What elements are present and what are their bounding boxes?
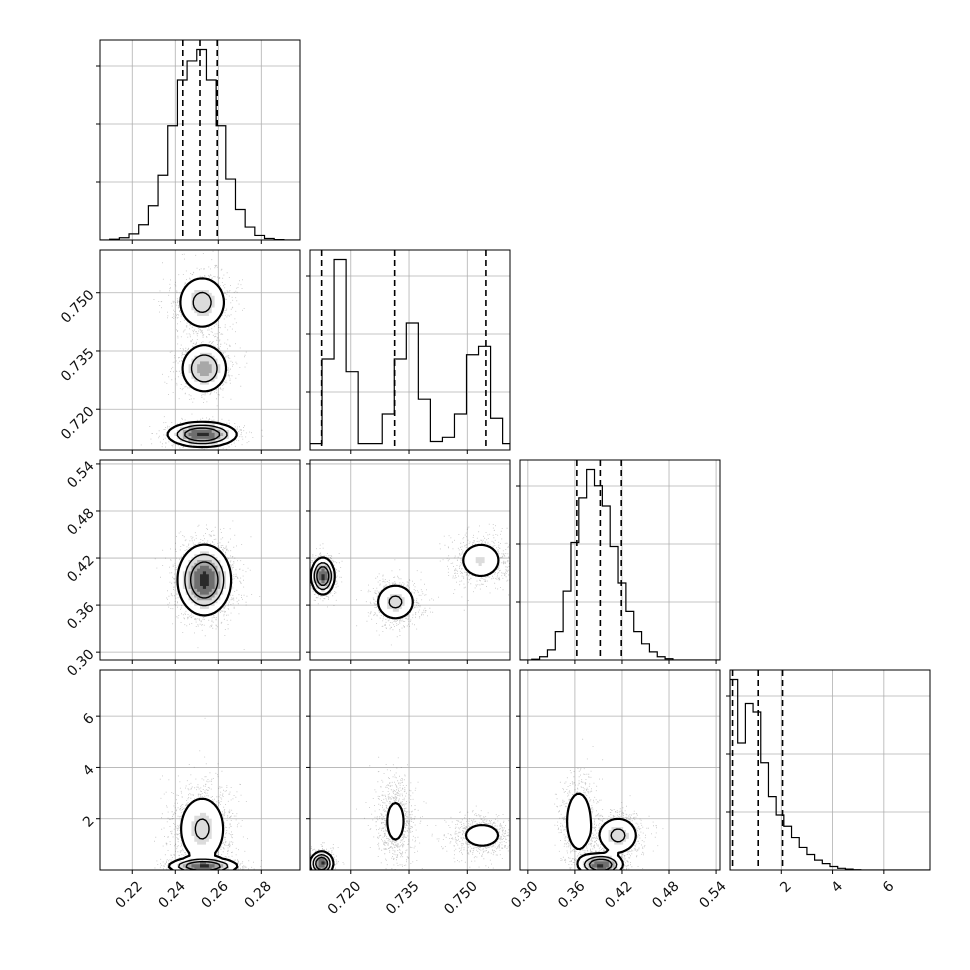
panel-frame bbox=[519, 459, 721, 661]
joint-panel-p1-p4 bbox=[96, 669, 301, 874]
histogram-step-p1 bbox=[100, 48, 300, 240]
panel-frame bbox=[309, 249, 511, 451]
histogram-step-p4 bbox=[730, 678, 930, 870]
joint-panel-p2-p4 bbox=[306, 669, 511, 874]
joint-content bbox=[554, 738, 664, 870]
x-tick-label-p4: 6 bbox=[880, 878, 898, 896]
sample-points bbox=[310, 756, 510, 870]
x-tick-label-p4: 4 bbox=[829, 878, 847, 896]
y-tick-label-p3: 0.42 bbox=[64, 552, 97, 585]
x-tick-label-p2: 0.720 bbox=[325, 878, 365, 918]
contour-line bbox=[184, 427, 221, 442]
y-tick-label-p2: 0.720 bbox=[58, 404, 98, 444]
panel-frame bbox=[309, 459, 511, 661]
y-tick-label-p4: 2 bbox=[80, 813, 98, 831]
contour-line bbox=[316, 566, 330, 586]
x-tick-label-p3: 0.54 bbox=[696, 878, 729, 911]
panel-frame bbox=[99, 459, 301, 661]
contour-line bbox=[310, 801, 500, 870]
contour-line bbox=[177, 818, 229, 870]
x-tick-label-p1: 0.28 bbox=[242, 878, 275, 911]
sample-points bbox=[310, 523, 510, 646]
x-tick-label-p1: 0.24 bbox=[156, 878, 189, 911]
density-fill bbox=[197, 432, 209, 437]
contour-line bbox=[167, 797, 239, 870]
x-tick-label-p1: 0.26 bbox=[199, 878, 232, 911]
joint-panel-p3-p4 bbox=[516, 669, 721, 874]
x-tick-label-p3: 0.42 bbox=[602, 878, 635, 911]
x-tick-label-p1: 0.22 bbox=[113, 878, 146, 911]
density-fill bbox=[310, 804, 499, 870]
histogram-step-p2 bbox=[310, 258, 510, 450]
histogram-panel-p2 bbox=[306, 249, 511, 454]
x-tick-label-p3: 0.36 bbox=[555, 878, 588, 911]
y-tick-label-p3: 0.30 bbox=[64, 647, 97, 680]
histogram-panel-p1 bbox=[96, 39, 301, 244]
contour-line bbox=[312, 853, 331, 870]
y-tick-label-p4: 4 bbox=[80, 762, 98, 780]
x-tick-label-p2: 0.750 bbox=[441, 878, 481, 918]
density-fill bbox=[200, 864, 209, 868]
density-fill bbox=[568, 792, 635, 870]
panel-frame bbox=[99, 669, 301, 871]
histogram-panel-p4 bbox=[726, 669, 931, 874]
joint-content bbox=[154, 520, 261, 650]
joint-panel-p1-p2 bbox=[96, 249, 301, 454]
panel-frame bbox=[99, 39, 301, 241]
joint-content bbox=[310, 756, 510, 870]
joint-panel-p2-p3 bbox=[306, 459, 511, 664]
panel-frame bbox=[309, 669, 511, 871]
contour-line bbox=[184, 553, 225, 607]
y-tick-label-p3: 0.36 bbox=[64, 599, 97, 632]
histogram-step-p3 bbox=[520, 468, 720, 660]
contour-line bbox=[310, 543, 500, 620]
density-fill bbox=[200, 571, 209, 589]
x-tick-label-p3: 0.48 bbox=[649, 878, 682, 911]
density-fill bbox=[321, 574, 325, 581]
contour-line bbox=[315, 856, 329, 870]
panel-frame bbox=[729, 669, 931, 871]
x-tick-label-p4: 2 bbox=[777, 878, 795, 896]
y-tick-label-p3: 0.54 bbox=[64, 458, 97, 491]
y-tick-label-p4: 6 bbox=[80, 710, 98, 728]
contour-line bbox=[313, 562, 403, 609]
contour-line bbox=[583, 828, 626, 870]
y-tick-label-p2: 0.735 bbox=[58, 345, 98, 385]
contour-line bbox=[189, 561, 219, 599]
density-fill bbox=[177, 812, 229, 870]
density-fill bbox=[312, 557, 485, 612]
x-tick-label-p3: 0.30 bbox=[508, 878, 541, 911]
joint-content bbox=[154, 717, 262, 870]
y-tick-label-p2: 0.750 bbox=[58, 287, 98, 327]
joint-content bbox=[140, 250, 264, 450]
density-fill bbox=[321, 861, 325, 865]
sample-points bbox=[140, 250, 264, 450]
contour-line bbox=[166, 277, 238, 449]
joint-panel-p1-p3 bbox=[96, 459, 301, 664]
contour-line bbox=[176, 291, 228, 445]
density-fill bbox=[597, 864, 604, 868]
panel-frame bbox=[519, 669, 721, 871]
x-tick-label-p2: 0.735 bbox=[383, 878, 423, 918]
y-tick-label-p3: 0.48 bbox=[64, 505, 97, 538]
contour-line bbox=[566, 792, 637, 870]
joint-content bbox=[310, 523, 510, 646]
density-fill bbox=[310, 545, 499, 618]
contour-line bbox=[176, 543, 233, 617]
panel-frame bbox=[99, 249, 301, 451]
histogram-panel-p3 bbox=[516, 459, 721, 664]
